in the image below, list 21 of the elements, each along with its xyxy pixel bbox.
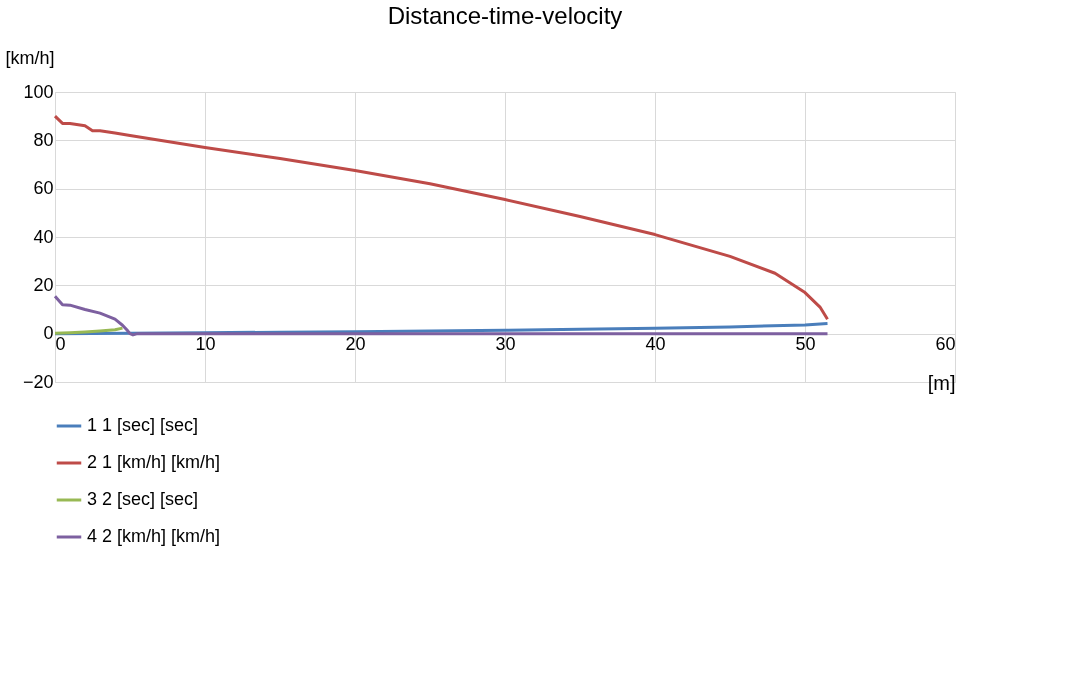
x-tick-label: 30 — [495, 334, 516, 355]
y-tick-label: 60 — [33, 178, 54, 199]
line-series — [53, 294, 829, 337]
line-series — [53, 114, 829, 321]
legend-label: 2 1 [km/h] [km/h] — [87, 452, 221, 472]
x-tick-label: 20 — [345, 334, 366, 355]
y-tick-label: 40 — [33, 226, 54, 247]
x-tick-label: 10 — [195, 334, 216, 355]
x-tick-label: 40 — [645, 334, 666, 355]
x-axis-title: [m] — [927, 372, 956, 395]
y-axis-title: [km/h] — [5, 47, 55, 68]
legend-label: 1 1 [sec] [sec] — [87, 415, 199, 435]
legend-label: 3 2 [sec] [sec] — [87, 489, 199, 509]
legend-label: 4 2 [km/h] [km/h] — [87, 526, 221, 546]
x-tick-label: 60 — [935, 334, 956, 355]
y-tick-label: 20 — [33, 274, 54, 295]
y-tick-label: −20 — [22, 371, 54, 392]
chart-title: Distance-time-velocity — [387, 2, 623, 29]
y-tick-label: 80 — [33, 129, 54, 150]
x-tick-label: 50 — [795, 334, 816, 355]
y-tick-label: 100 — [23, 81, 54, 102]
